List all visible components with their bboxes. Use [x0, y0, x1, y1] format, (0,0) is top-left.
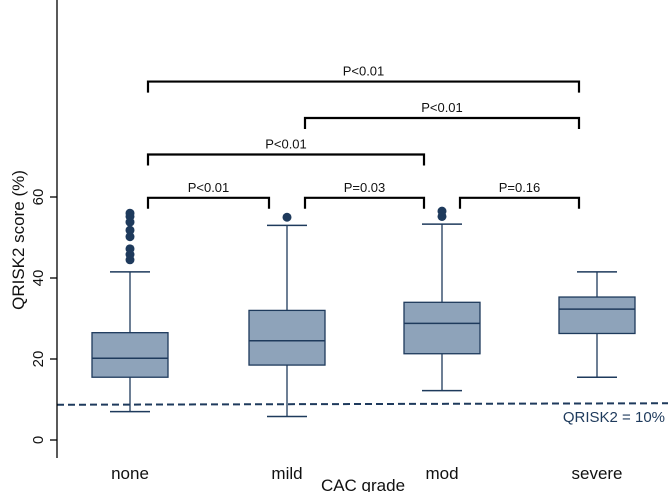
- outlier-point: [125, 244, 135, 254]
- comparison-bracket: P=0.03: [303, 180, 426, 209]
- comparison-bracket: P<0.01: [146, 136, 426, 166]
- bracket-line: [146, 153, 426, 166]
- iqr-box: [558, 296, 636, 335]
- y-tick-label: 20: [30, 351, 47, 368]
- box-none: [91, 208, 169, 413]
- bracket-line: [146, 196, 271, 209]
- iqr-box: [91, 332, 169, 378]
- outlier-point: [125, 208, 135, 218]
- bracket-p-value: P<0.01: [343, 64, 385, 79]
- comparison-bracket: P=0.16: [458, 180, 581, 209]
- bracket-line: [458, 196, 581, 209]
- axes: QRISK2 score (%) CAC grade 0 20 40 60 none mi…: [9, 0, 623, 492]
- x-tick-label: severe: [571, 464, 622, 483]
- x-tick-label: none: [111, 464, 149, 483]
- bracket-p-value: P<0.01: [188, 180, 230, 195]
- iqr-box: [248, 309, 326, 366]
- iqr-box: [403, 301, 481, 355]
- y-tick-label: 0: [30, 436, 47, 444]
- x-tick-label: mod: [425, 464, 458, 483]
- bracket-line: [146, 80, 581, 93]
- bracket-p-value: P=0.03: [344, 180, 386, 195]
- bracket-p-value: P<0.01: [265, 136, 307, 151]
- box-mild: [248, 212, 326, 418]
- box-severe: [558, 271, 636, 378]
- comparison-bracket: P<0.01: [146, 64, 581, 93]
- box-mod: [403, 206, 481, 392]
- outlier-point: [125, 232, 135, 242]
- reference-line-label: QRISK2 = 10%: [563, 409, 665, 426]
- y-tick-label: 60: [30, 189, 47, 206]
- comparison-bracket: P<0.01: [303, 100, 581, 130]
- plot-area: QRISK2 = 10% P<0.01 P=0.03 P=0.16 P<0.01 P<0.…: [56, 64, 668, 426]
- x-axis-label: CAC grade: [321, 476, 405, 492]
- bracket-p-value: P=0.16: [499, 180, 541, 195]
- x-tick-label: mild: [271, 464, 302, 483]
- y-axis-label: QRISK2 score (%): [9, 170, 28, 310]
- outlier-point: [125, 225, 135, 235]
- outlier-point: [437, 206, 447, 216]
- bracket-line: [303, 196, 426, 209]
- y-tick-label: 40: [30, 270, 47, 287]
- comparison-bracket: P<0.01: [146, 180, 271, 209]
- reference-line: [56, 402, 668, 406]
- outlier-point: [282, 212, 292, 222]
- bracket-p-value: P<0.01: [421, 100, 463, 115]
- bracket-line: [303, 116, 581, 130]
